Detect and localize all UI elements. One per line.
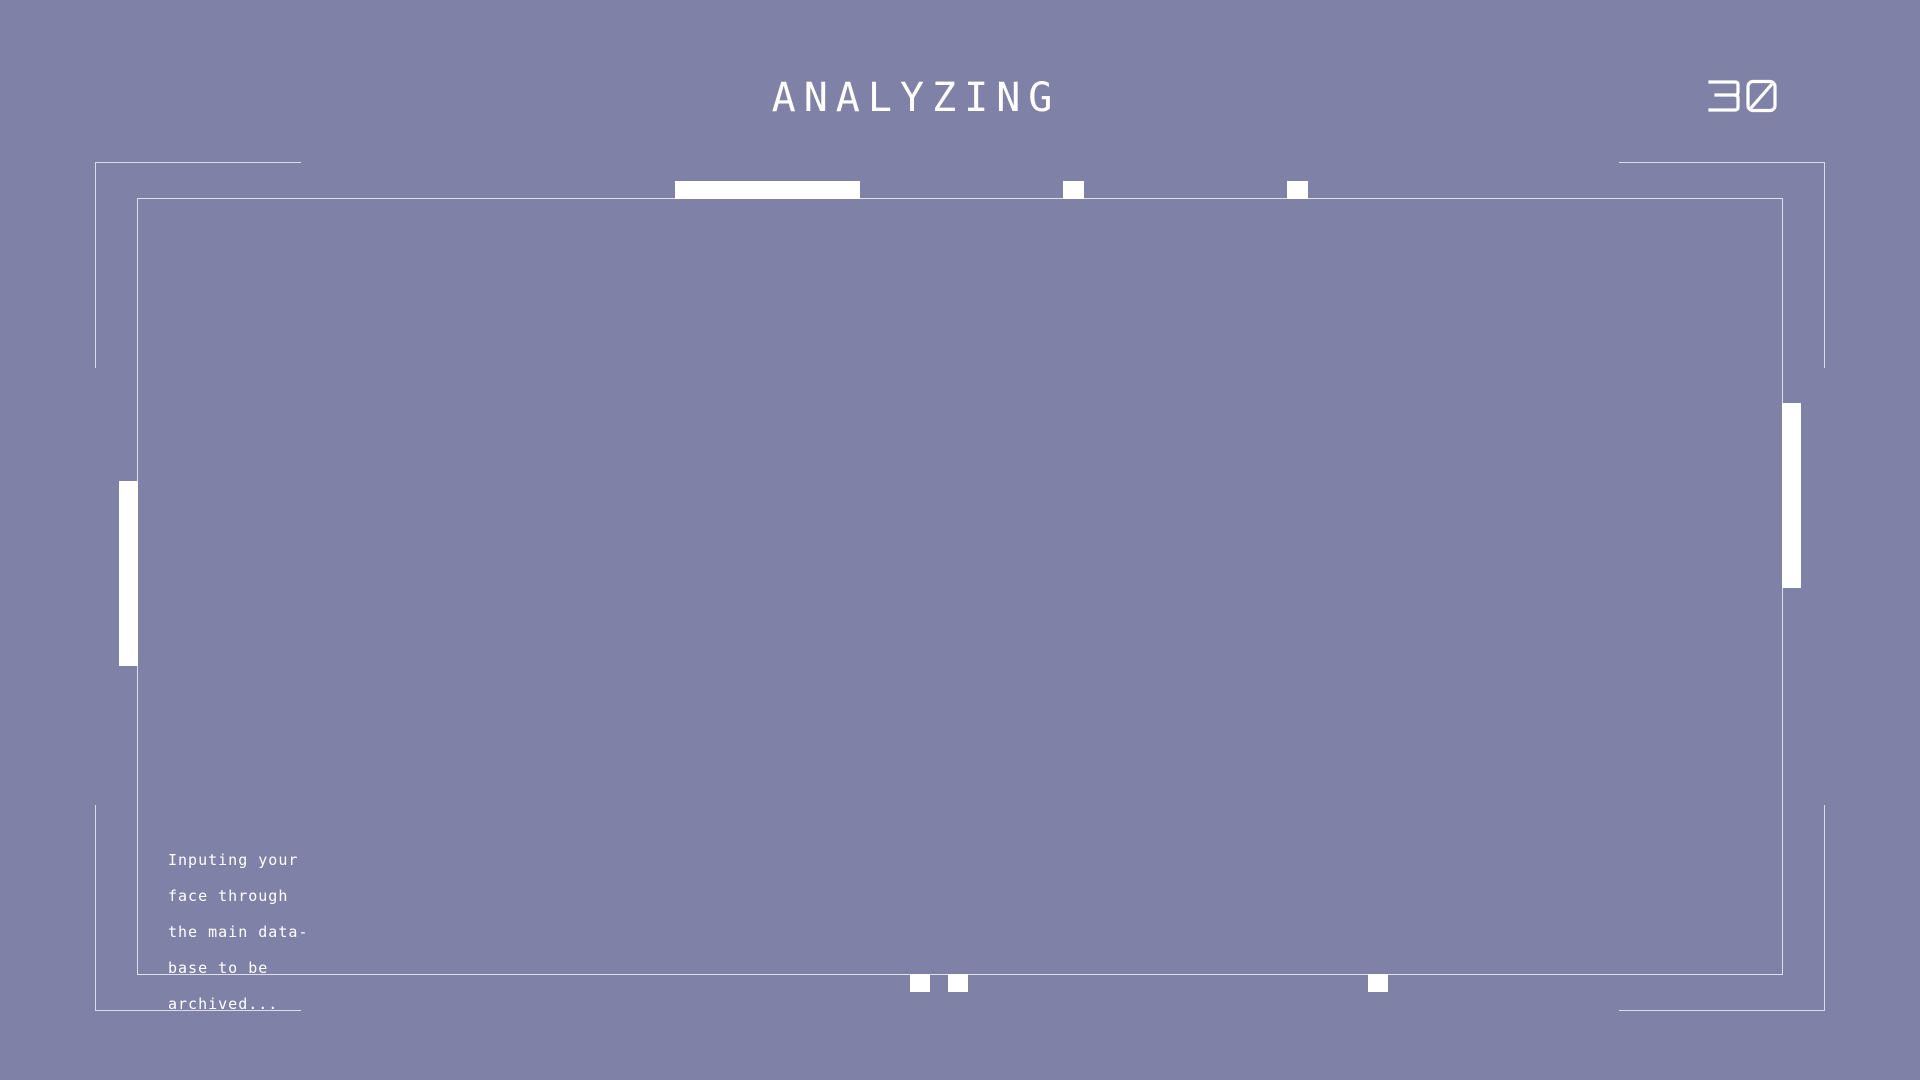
bottom-marker-square: [910, 974, 930, 992]
top-marker-wide: [675, 181, 860, 199]
status-line: Inputing your: [168, 851, 299, 869]
right-marker-bar: [1782, 403, 1801, 588]
bottom-marker-square: [948, 974, 968, 992]
digit-three-glyph: [1708, 80, 1740, 112]
scan-frame: [137, 198, 1783, 975]
status-line: the main data-: [168, 923, 309, 941]
page-title: ANALYZING: [771, 75, 1061, 121]
corner-bracket-bottom-right: [1619, 805, 1825, 1011]
status-line: archived...: [168, 995, 279, 1013]
digit-zero-glyph: [1746, 79, 1777, 113]
left-marker-bar: [119, 481, 138, 666]
corner-bracket-top-left: [95, 162, 301, 368]
status-line: face through: [168, 887, 289, 905]
countdown-counter: [1708, 78, 1784, 114]
corner-bracket-top-right: [1619, 162, 1825, 368]
status-line: base to be: [168, 959, 269, 977]
top-marker-square: [1063, 181, 1084, 199]
bottom-marker-square: [1368, 974, 1388, 992]
corner-bracket-bottom-left: [95, 805, 301, 1011]
top-marker-square: [1287, 181, 1308, 199]
status-message: Inputing your face through the main data…: [168, 833, 348, 1031]
